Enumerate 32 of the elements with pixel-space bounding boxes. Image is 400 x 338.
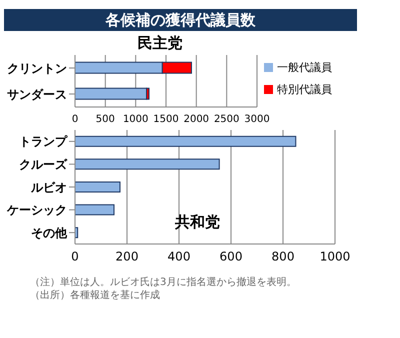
bar (75, 181, 120, 192)
y-tick-label: その他 (31, 226, 68, 240)
x-tick-label: 1000 (122, 114, 148, 126)
x-tick-label: 200 (116, 250, 138, 264)
x-tick-label: 800 (272, 250, 294, 264)
bar (75, 136, 296, 147)
x-tick-label: 1500 (153, 114, 179, 126)
y-tick-label: トランプ (19, 134, 68, 149)
bar (75, 204, 114, 216)
x-tick-label: 1000 (320, 250, 350, 264)
y-tick-label: ルビオ (30, 180, 67, 194)
x-tick-label: 3000 (244, 114, 270, 126)
bar (75, 88, 148, 100)
legend-label: 一般代議員 (277, 61, 332, 74)
x-tick-label: 0 (72, 114, 78, 126)
text: （注）単位は人。ルビオ氏は3月に指名選から撤退を表明。 (30, 276, 298, 289)
x-tick-label: 400 (168, 250, 190, 264)
text: 共和党 (175, 213, 220, 232)
x-tick-label: 500 (96, 114, 115, 126)
y-tick-label: サンダース (7, 87, 67, 102)
x-tick-label: 2000 (184, 114, 210, 126)
legend-label: 特別代議員 (277, 83, 332, 96)
chart-subtitle: 民主党 (136, 34, 184, 53)
x-tick-label: 2500 (214, 114, 240, 126)
x-tick-label: 0 (71, 250, 79, 264)
x-tick-label: 600 (220, 250, 242, 264)
bar (75, 158, 220, 170)
y-tick-label: クルーズ (19, 157, 68, 172)
chart-title: 各候補の獲得代議員数 (4, 9, 357, 31)
y-tick-label: クリントン (7, 61, 67, 76)
y-tick-label: ケーシック (6, 203, 67, 218)
text: （出所）各種報道を基に作成 (30, 289, 161, 302)
